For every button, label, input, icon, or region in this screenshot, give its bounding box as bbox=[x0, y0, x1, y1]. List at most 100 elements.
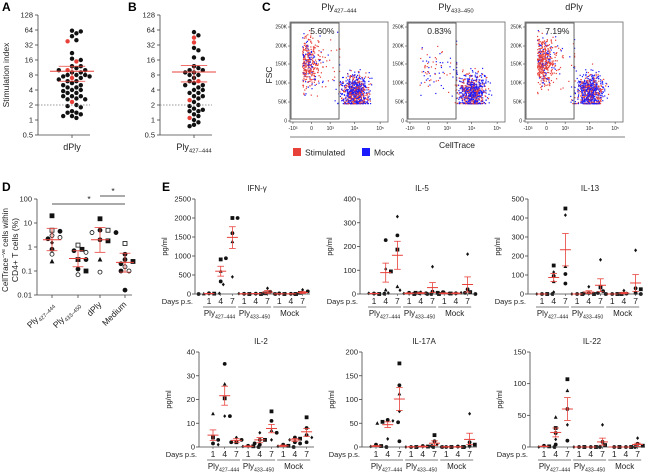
flow-event bbox=[364, 97, 367, 99]
flow-event bbox=[359, 100, 361, 103]
flow-event bbox=[309, 39, 311, 41]
flow-event bbox=[364, 85, 367, 87]
flow-event bbox=[462, 102, 464, 104]
flow-event bbox=[602, 83, 604, 85]
flow-event bbox=[363, 85, 366, 88]
flow-event bbox=[475, 91, 477, 94]
flow-event bbox=[359, 78, 361, 80]
flow-event bbox=[358, 101, 360, 103]
flow-event bbox=[361, 101, 363, 103]
day-label: 1 bbox=[211, 449, 216, 459]
flow-event bbox=[456, 103, 458, 105]
group-label-base: Ply bbox=[537, 309, 548, 318]
diamond-marker bbox=[258, 430, 262, 435]
flow-event bbox=[304, 36, 306, 38]
flow-event bbox=[587, 101, 589, 103]
flow-event bbox=[305, 63, 307, 65]
flow-event bbox=[349, 90, 351, 93]
flow-event bbox=[579, 74, 581, 76]
flow-event bbox=[585, 73, 587, 75]
flow-event bbox=[582, 84, 585, 86]
flow-event bbox=[456, 92, 459, 94]
cytokine-title: IL-13 bbox=[581, 184, 600, 193]
flow-event bbox=[317, 58, 320, 60]
flow-event bbox=[350, 103, 352, 105]
flow-event bbox=[596, 94, 599, 96]
flow-event bbox=[319, 76, 322, 78]
flow-event bbox=[546, 53, 548, 55]
flow-event bbox=[356, 85, 358, 87]
flow-event bbox=[589, 81, 592, 84]
flow-event bbox=[553, 67, 555, 69]
flow-plot bbox=[524, 21, 624, 123]
flow-event bbox=[472, 90, 474, 92]
flow-event bbox=[478, 99, 480, 101]
flow-event bbox=[591, 90, 593, 92]
panel-B bbox=[183, 29, 205, 129]
flow-event bbox=[548, 78, 550, 81]
flow-event bbox=[334, 100, 336, 102]
flow-event bbox=[475, 81, 477, 83]
flow-event bbox=[305, 35, 307, 37]
flow-event bbox=[360, 86, 362, 88]
flow-event bbox=[589, 78, 591, 80]
flow-event bbox=[354, 101, 356, 103]
flow-event bbox=[540, 54, 543, 56]
flow-event bbox=[587, 94, 589, 96]
flow-event bbox=[537, 66, 539, 69]
diamond-marker bbox=[269, 437, 274, 442]
flow-event bbox=[303, 56, 306, 58]
flow-event bbox=[473, 85, 476, 87]
flow-event bbox=[546, 64, 549, 66]
flow-event bbox=[591, 96, 593, 98]
day-label: 7 bbox=[432, 449, 437, 459]
mean-sem-bar bbox=[548, 273, 560, 282]
flow-event bbox=[458, 84, 460, 86]
flow-event bbox=[464, 101, 466, 103]
flow-event bbox=[355, 96, 357, 98]
flow-event bbox=[350, 98, 352, 100]
flow-event bbox=[353, 103, 355, 105]
flow-event bbox=[358, 74, 360, 76]
day-label: 4 bbox=[253, 296, 258, 306]
flow-event bbox=[548, 66, 550, 68]
open-square-marker bbox=[105, 227, 111, 233]
flow-event bbox=[480, 76, 483, 78]
group-label: Ply433–450 bbox=[572, 309, 603, 320]
flow-event bbox=[467, 91, 469, 93]
flow-event bbox=[550, 41, 552, 43]
flow-event bbox=[597, 75, 599, 78]
flow-event bbox=[582, 93, 584, 95]
flow-event bbox=[548, 65, 550, 67]
day-label: 7 bbox=[265, 296, 270, 306]
flow-event bbox=[358, 72, 360, 74]
flow-event bbox=[305, 45, 307, 47]
flow-event bbox=[469, 101, 471, 103]
flow-event bbox=[590, 92, 593, 94]
day-label: 1 bbox=[407, 296, 412, 306]
flow-event bbox=[598, 90, 601, 93]
flow-event bbox=[339, 80, 342, 83]
diamond-marker bbox=[386, 437, 390, 441]
flow-event bbox=[589, 84, 592, 87]
flow-event bbox=[540, 68, 543, 70]
flow-event bbox=[307, 81, 309, 83]
flow-event bbox=[473, 97, 475, 99]
flow-event bbox=[591, 98, 593, 100]
flow-event bbox=[480, 100, 482, 102]
flow-event bbox=[589, 83, 591, 85]
flow-event bbox=[481, 67, 484, 70]
flow-event bbox=[464, 88, 466, 90]
flow-event bbox=[577, 98, 579, 100]
flow-event bbox=[588, 85, 591, 87]
flow-event bbox=[549, 62, 551, 64]
flow-event bbox=[468, 80, 470, 82]
day-label: 1 bbox=[242, 296, 247, 306]
flow-event bbox=[307, 64, 309, 67]
flow-event bbox=[344, 91, 346, 93]
flow-event bbox=[461, 71, 464, 73]
flow-event bbox=[589, 99, 591, 101]
flow-event bbox=[464, 79, 466, 81]
flow-event bbox=[580, 93, 583, 95]
circle-marker bbox=[118, 268, 124, 274]
